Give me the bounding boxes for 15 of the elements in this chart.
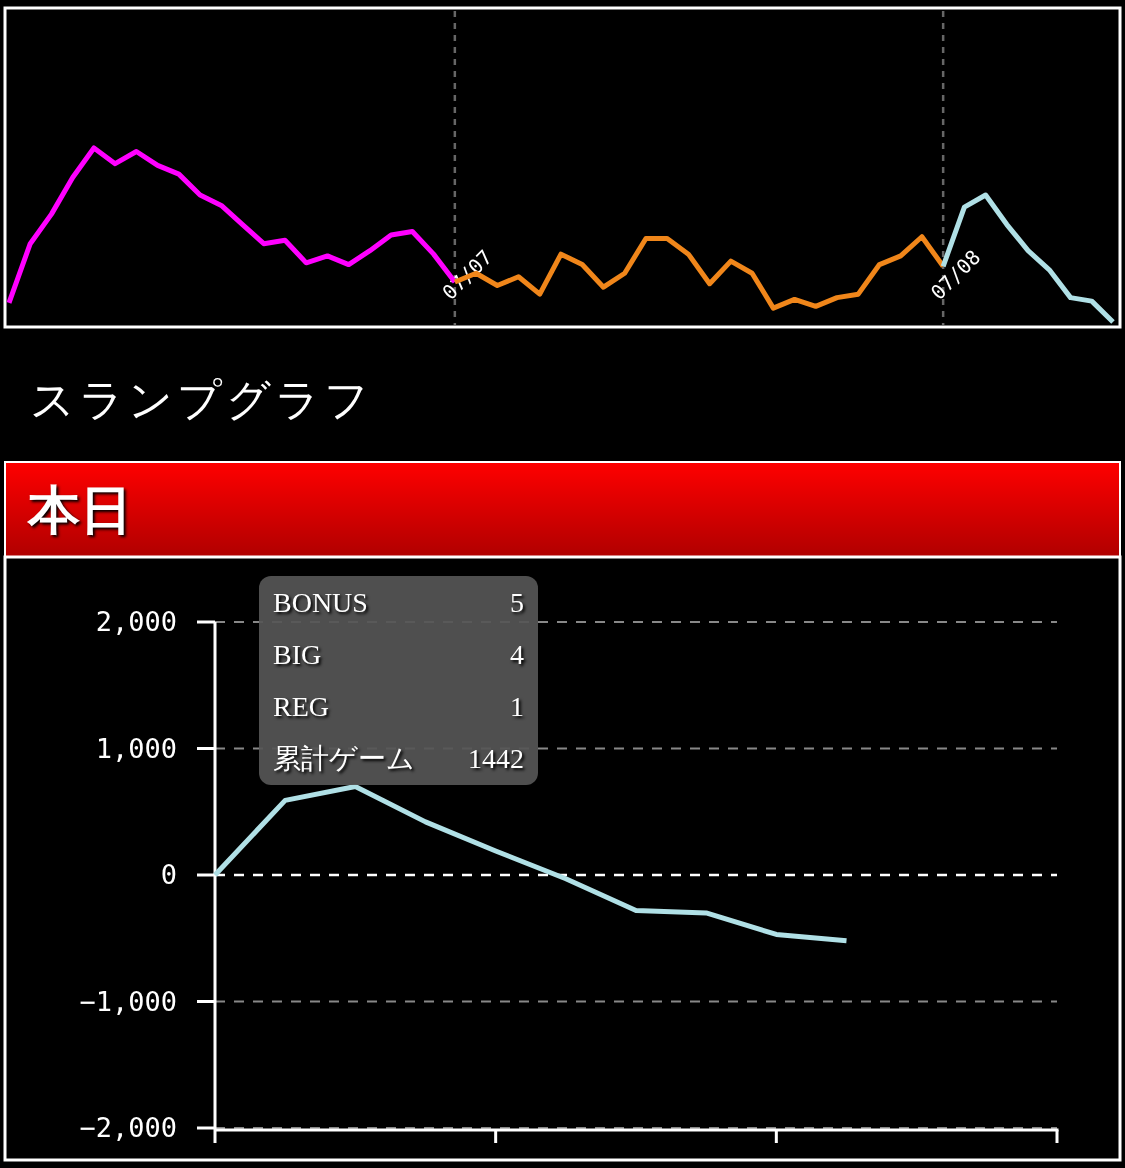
annotation: BIG [273,639,322,670]
y-tick-label: −2,000 [79,1112,177,1143]
chart-title: スランプグラフ [30,376,373,425]
text: BONUS [273,587,368,618]
annotation: 1 [510,691,524,722]
y-tick-label: 0 [160,859,177,890]
annotation: REG [273,691,329,722]
annotation: 1442 [468,743,524,774]
chart-subtitle: 本日 [26,482,132,539]
y-tick-label: −1,000 [79,985,177,1017]
text: 5 [510,587,524,618]
annotation: 累計ゲーム [273,743,415,774]
y-tick-label: 1,000 [95,732,177,764]
annotation: 4 [510,639,524,670]
y-tick-label: 2,000 [95,606,177,637]
